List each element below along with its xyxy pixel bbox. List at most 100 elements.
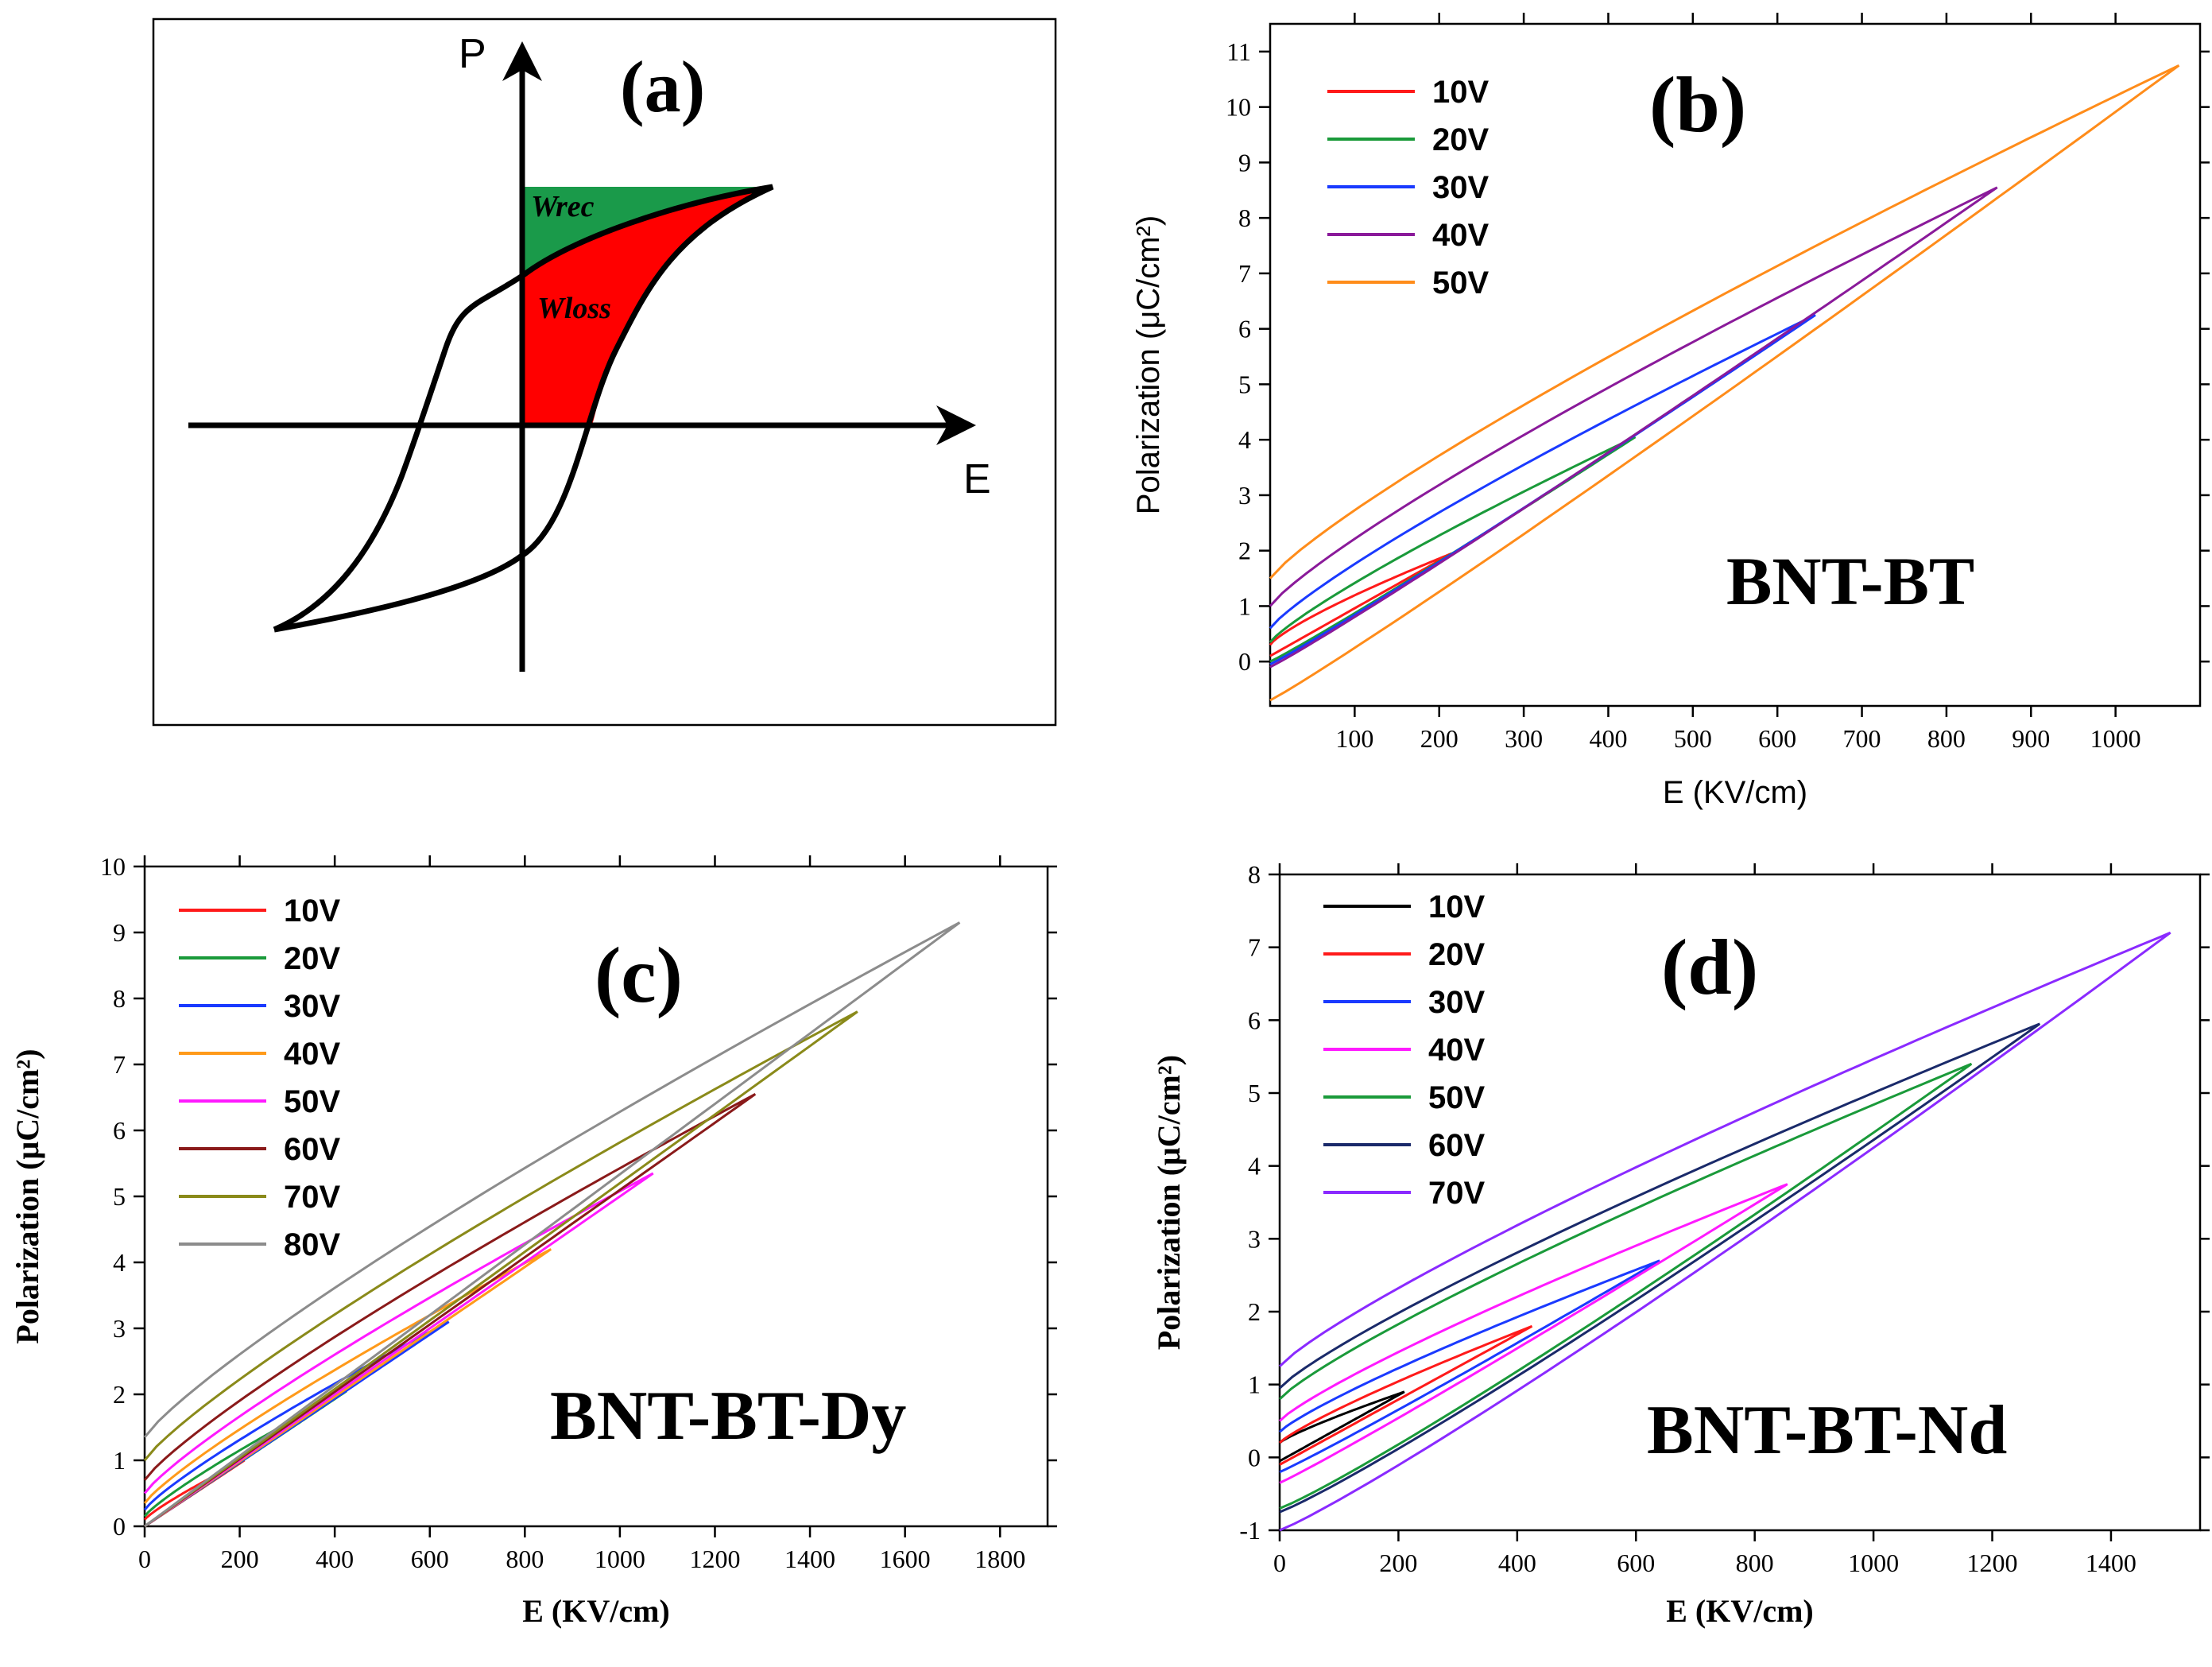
loop-30V — [1279, 1259, 1660, 1474]
y-tick-label: 1 — [113, 1446, 126, 1475]
y-tick-label: 9 — [1238, 148, 1251, 176]
panel-b-chart: 100 200 300 400 500 600 700 800 900 1000 0 1 2 3 4 5 6 7 8… — [1131, 13, 2210, 810]
panel-a-schematic: P E (a) Wrec Wloss — [152, 17, 1057, 727]
panel-d-chart: 0 200 400 600 800 1000 1200 1400 -1 0 1 2 3 4 5 6 7 8 E (K… — [1151, 860, 2210, 1629]
x-tick-label: 400 — [316, 1545, 354, 1573]
x-tick-label: 600 — [411, 1545, 449, 1573]
x-tick-label: 200 — [1420, 724, 1459, 753]
y-tick-label: 5 — [113, 1182, 126, 1211]
x-tick-label: 700 — [1843, 724, 1881, 753]
x-axis-label: E (KV/cm) — [1666, 1593, 1814, 1629]
legend-label-10V: 10V — [1428, 890, 1485, 925]
legend-label-50V: 50V — [1428, 1080, 1485, 1115]
y-tick-label: 3 — [1248, 1224, 1261, 1253]
material-label: BNT-BT-Nd — [1647, 1392, 2007, 1469]
legend-label-70V: 70V — [1428, 1176, 1485, 1211]
x-tick-label: 600 — [1758, 724, 1796, 753]
panel-label: (b) — [1649, 60, 1746, 149]
x-axis-label: E (KV/cm) — [1663, 775, 1807, 810]
legend-label-40V: 40V — [1432, 218, 1489, 253]
x-tick-label: 200 — [221, 1545, 259, 1573]
panel-label: (c) — [595, 931, 683, 1019]
loop-70V — [143, 1010, 858, 1528]
x-tick-label: 300 — [1505, 724, 1543, 753]
y-tick-label: 5 — [1248, 1079, 1261, 1107]
x-tick-label: 900 — [2012, 724, 2050, 753]
y-tick-label: 3 — [113, 1314, 126, 1343]
x-tick-label: 1000 — [2090, 724, 2141, 753]
legend-label-50V: 50V — [284, 1084, 340, 1119]
x-tick-label: 600 — [1617, 1549, 1655, 1577]
y-tick-label: 11 — [1226, 37, 1251, 66]
y-tick-label: 1 — [1238, 591, 1251, 620]
y-tick-label: 8 — [113, 984, 126, 1013]
wrec-area — [522, 187, 773, 274]
y-tick-label: 4 — [1248, 1152, 1261, 1180]
loop-50V — [143, 1172, 654, 1528]
y-tick-label: 4 — [113, 1248, 126, 1277]
x-tick-label: 0 — [1273, 1549, 1286, 1577]
legend-label-20V: 20V — [1428, 937, 1485, 972]
loop-10V — [1279, 1390, 1405, 1463]
x-tick-label: 1200 — [689, 1545, 740, 1573]
y-tick-label: 9 — [113, 918, 126, 947]
loop-50V — [1269, 64, 2180, 702]
x-tick-label: 400 — [1498, 1549, 1536, 1577]
x-tick-label: 1000 — [595, 1545, 645, 1573]
material-label: BNT-BT-Dy — [550, 1378, 906, 1455]
x-tick-label: 800 — [506, 1545, 544, 1573]
x-tick-label: 200 — [1379, 1549, 1417, 1577]
x-tick-label: 1400 — [784, 1545, 835, 1573]
legend-label-30V: 30V — [1428, 985, 1485, 1020]
y-axis-label: Polarization (μC/cm²) — [1151, 1055, 1187, 1350]
plot-frame — [1269, 22, 2202, 708]
x-tick-label: 500 — [1674, 724, 1712, 753]
y-tick-label: 7 — [1238, 259, 1251, 288]
loop-20V — [1279, 1324, 1533, 1466]
x-tick-label: 1800 — [974, 1545, 1025, 1573]
legend-label-30V: 30V — [284, 989, 340, 1024]
wrec-label: Wrec — [531, 190, 595, 223]
x-tick-label: 100 — [1335, 724, 1373, 753]
loop-40V — [1279, 1183, 1788, 1484]
p-axis-label: P — [459, 31, 486, 77]
legend-label-20V: 20V — [1432, 122, 1489, 157]
loop-40V — [1269, 186, 1998, 669]
panel-a-frame — [152, 17, 1057, 727]
y-tick-label: 10 — [100, 852, 126, 881]
y-tick-label: 6 — [1238, 315, 1251, 343]
y-tick-label: 7 — [1248, 933, 1261, 962]
y-tick-label: 5 — [1238, 370, 1251, 398]
legend-label-40V: 40V — [1428, 1033, 1485, 1068]
legend-label-70V: 70V — [284, 1180, 340, 1215]
loop-40V — [143, 1248, 552, 1528]
x-tick-label: 1600 — [880, 1545, 931, 1573]
y-tick-label: 2 — [1248, 1297, 1261, 1326]
y-tick-label: 3 — [1238, 481, 1251, 510]
loop-60V — [1279, 1022, 2041, 1514]
x-tick-label: 1400 — [2086, 1549, 2136, 1577]
legend-label-60V: 60V — [1428, 1128, 1485, 1163]
plot-frame — [1278, 873, 2202, 1532]
x-tick-label: 1000 — [1848, 1549, 1899, 1577]
legend-label-80V: 80V — [284, 1227, 340, 1262]
x-tick-label: 1200 — [1967, 1549, 2018, 1577]
y-tick-label: 4 — [1238, 425, 1251, 454]
y-tick-label: 2 — [113, 1380, 126, 1409]
loop-70V — [1278, 931, 2171, 1532]
x-tick-label: 800 — [1927, 724, 1966, 753]
y-tick-label: 7 — [113, 1050, 126, 1079]
wloss-area — [522, 187, 773, 425]
legend-label-50V: 50V — [1432, 266, 1489, 300]
legend-label-20V: 20V — [284, 941, 340, 976]
y-tick-label: 6 — [113, 1116, 126, 1145]
loop-60V — [143, 1092, 757, 1528]
y-axis-label: Polarization (μC/cm²) — [10, 1049, 45, 1343]
y-tick-label: -1 — [1239, 1516, 1261, 1545]
y-tick-label: 2 — [1238, 537, 1251, 565]
wloss-label: Wloss — [537, 292, 611, 325]
legend-label-40V: 40V — [284, 1037, 340, 1072]
e-axis-arrow-icon — [936, 405, 976, 445]
y-tick-label: 0 — [113, 1512, 126, 1541]
